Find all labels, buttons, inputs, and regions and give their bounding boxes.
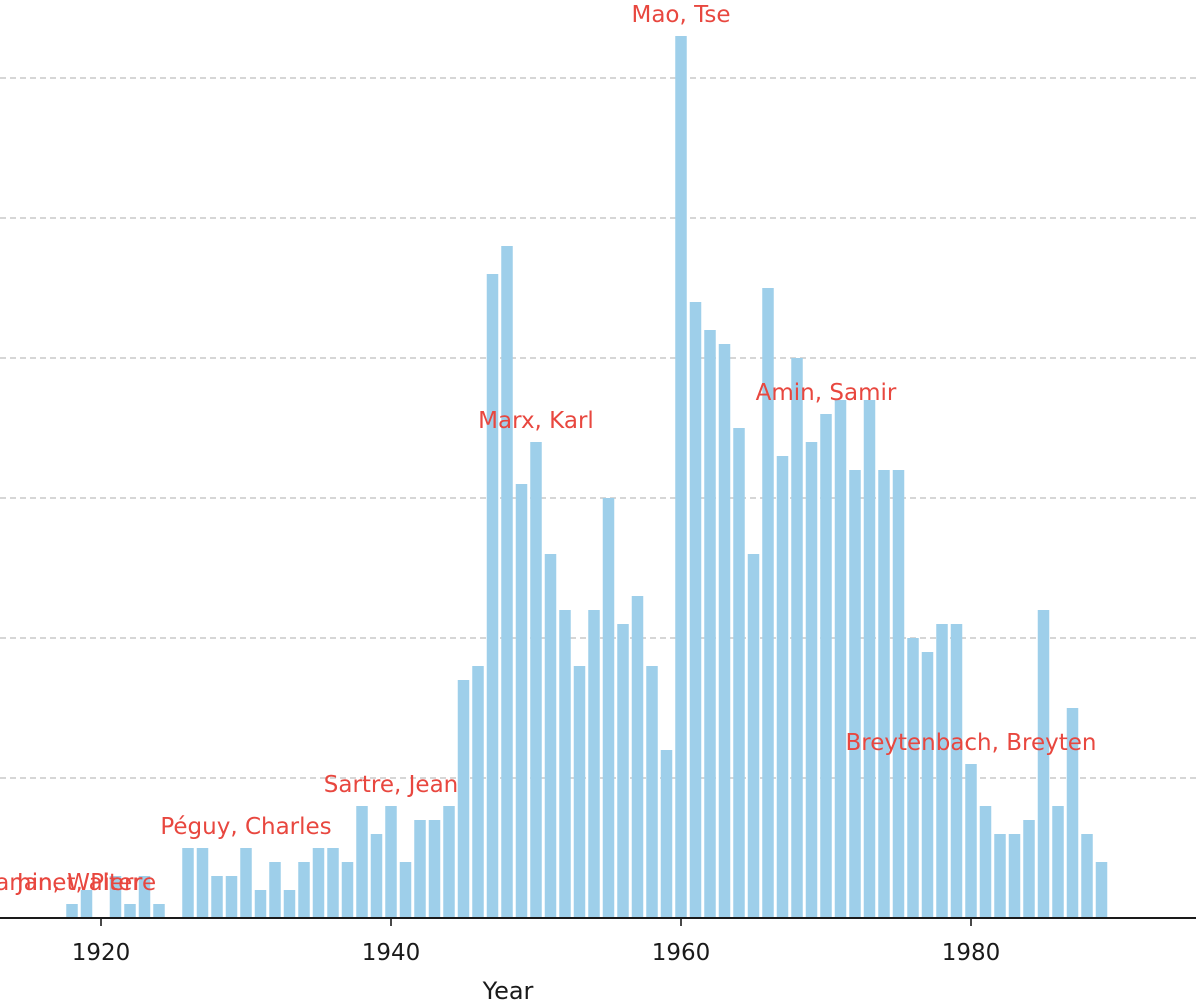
bar-1952 bbox=[559, 610, 571, 918]
bar-1918 bbox=[66, 904, 78, 918]
bar-1973 bbox=[863, 400, 876, 918]
bar-1953 bbox=[573, 666, 586, 918]
bar-1954 bbox=[588, 610, 600, 918]
bar-1937 bbox=[341, 862, 354, 918]
bar-1956 bbox=[617, 624, 629, 918]
bar-1928 bbox=[211, 876, 223, 918]
bar-1967 bbox=[776, 456, 789, 918]
bar-1976 bbox=[907, 638, 919, 918]
bar-1986 bbox=[1052, 806, 1064, 918]
bar-1980 bbox=[965, 764, 977, 918]
bar-1949 bbox=[515, 484, 528, 918]
bar-1938 bbox=[356, 806, 368, 918]
bar-layer bbox=[66, 36, 1108, 918]
bar-1987 bbox=[1066, 708, 1079, 918]
bar-1981 bbox=[979, 806, 992, 918]
bar-1964 bbox=[733, 428, 745, 918]
bar-1947 bbox=[486, 274, 499, 918]
bar-1982 bbox=[994, 834, 1006, 918]
bar-1957 bbox=[631, 596, 644, 918]
bar-1977 bbox=[921, 652, 934, 918]
bar-1985 bbox=[1037, 610, 1050, 918]
bar-1936 bbox=[327, 848, 339, 918]
bar-1979 bbox=[950, 624, 963, 918]
bar-1960 bbox=[675, 36, 687, 918]
bar-1961 bbox=[689, 302, 702, 918]
bar-1969 bbox=[805, 442, 818, 918]
bar-1940 bbox=[385, 806, 397, 918]
x-tick-label: 1940 bbox=[362, 940, 421, 966]
axis-layer: 1920 1940 1960 1980 bbox=[0, 917, 1196, 966]
bar-1924 bbox=[153, 904, 165, 918]
bar-1975 bbox=[892, 470, 905, 918]
x-tick-label: 1920 bbox=[72, 940, 131, 966]
x-axis-title: Year bbox=[482, 977, 534, 1005]
bar-1951 bbox=[544, 554, 557, 918]
x-tick-label: 1960 bbox=[652, 940, 711, 966]
bar-1989 bbox=[1095, 862, 1108, 918]
bar-1944 bbox=[443, 806, 455, 918]
bar-1963 bbox=[718, 344, 731, 918]
bar-1934 bbox=[298, 862, 310, 918]
bar-1921 bbox=[109, 876, 122, 918]
bar-1966 bbox=[762, 288, 774, 918]
annotation-label: Janet, Pierre bbox=[15, 870, 156, 896]
bar-1988 bbox=[1081, 834, 1093, 918]
annotation-label: Péguy, Charles bbox=[160, 814, 331, 840]
bar-1931 bbox=[254, 890, 267, 918]
bar-1974 bbox=[878, 470, 890, 918]
bar-1962 bbox=[704, 330, 716, 918]
annotation-label: Mao, Tse bbox=[631, 2, 730, 28]
bar-1955 bbox=[602, 498, 615, 918]
bar-1942 bbox=[414, 820, 426, 918]
bar-1978 bbox=[936, 624, 948, 918]
bar-1959 bbox=[660, 750, 673, 918]
bar-1932 bbox=[269, 862, 281, 918]
bar-1948 bbox=[501, 246, 513, 918]
bar-1972 bbox=[849, 470, 861, 918]
bar-1945 bbox=[457, 680, 470, 918]
annotation-label: Sartre, Jean bbox=[324, 772, 459, 798]
bar-1965 bbox=[747, 554, 760, 918]
bar-1943 bbox=[428, 820, 441, 918]
bar-1971 bbox=[834, 400, 847, 918]
bar-1929 bbox=[225, 876, 238, 918]
annotation-label: Breytenbach, Breyten bbox=[845, 730, 1096, 756]
bar-1930 bbox=[240, 848, 252, 918]
bar-1970 bbox=[820, 414, 832, 918]
bar-1950 bbox=[530, 442, 542, 918]
bar-1941 bbox=[399, 862, 412, 918]
bar-1926 bbox=[182, 848, 194, 918]
bar-1922 bbox=[124, 904, 136, 918]
annotation-label: Amin, Samir bbox=[756, 380, 897, 406]
bar-1933 bbox=[283, 890, 296, 918]
annotation-label: Benjamin, Walter bbox=[0, 870, 142, 896]
x-tick-label: 1980 bbox=[942, 940, 1001, 966]
bar-1946 bbox=[472, 666, 484, 918]
bar-1923 bbox=[138, 876, 151, 918]
bar-1958 bbox=[646, 666, 658, 918]
bar-1919 bbox=[80, 890, 93, 918]
bar-1968 bbox=[791, 358, 803, 918]
bar-1984 bbox=[1023, 820, 1035, 918]
bar-1983 bbox=[1008, 834, 1021, 918]
bar-1939 bbox=[370, 834, 383, 918]
bar-1927 bbox=[196, 848, 209, 918]
annotation-label: Marx, Karl bbox=[478, 408, 594, 434]
bar-1935 bbox=[312, 848, 325, 918]
